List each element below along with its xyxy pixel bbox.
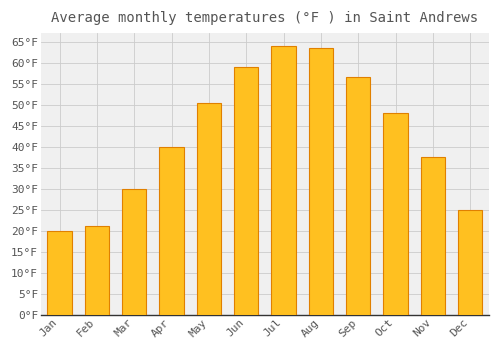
Bar bbox=[458, 210, 482, 315]
Bar bbox=[160, 147, 184, 315]
Bar bbox=[122, 189, 146, 315]
Bar bbox=[309, 48, 333, 315]
Bar bbox=[272, 46, 295, 315]
Bar bbox=[85, 226, 109, 315]
Title: Average monthly temperatures (°F ) in Saint Andrews: Average monthly temperatures (°F ) in Sa… bbox=[52, 11, 478, 25]
Bar bbox=[48, 231, 72, 315]
Bar bbox=[421, 157, 445, 315]
Bar bbox=[346, 77, 370, 315]
Bar bbox=[234, 67, 258, 315]
Bar bbox=[197, 103, 221, 315]
Bar bbox=[384, 113, 407, 315]
